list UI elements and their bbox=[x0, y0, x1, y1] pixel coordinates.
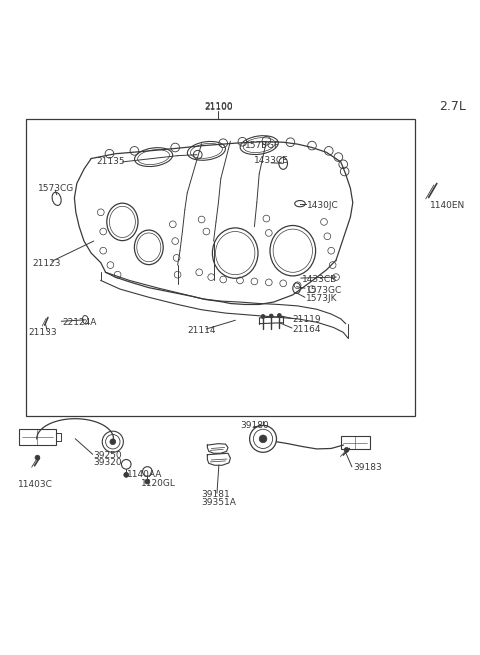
Bar bbox=[56, 433, 61, 441]
Text: 21133: 21133 bbox=[29, 328, 58, 337]
Text: 1433CE: 1433CE bbox=[254, 157, 289, 166]
Text: 21135: 21135 bbox=[96, 157, 125, 166]
Text: 39180: 39180 bbox=[240, 421, 269, 430]
Circle shape bbox=[145, 479, 150, 484]
Text: 2.7L: 2.7L bbox=[439, 100, 466, 113]
Text: 21100: 21100 bbox=[204, 102, 233, 111]
Circle shape bbox=[259, 435, 267, 443]
Circle shape bbox=[35, 455, 40, 460]
Bar bbox=[341, 436, 370, 449]
Text: 1573JK: 1573JK bbox=[306, 294, 337, 303]
Text: 21164: 21164 bbox=[293, 325, 321, 334]
Bar bbox=[26, 119, 415, 417]
Text: 1120GL: 1120GL bbox=[141, 479, 176, 489]
Text: 22124A: 22124A bbox=[62, 318, 97, 328]
Circle shape bbox=[124, 472, 129, 477]
Text: 1573GF: 1573GF bbox=[245, 141, 280, 149]
Text: 1140EN: 1140EN bbox=[430, 200, 465, 210]
Text: 21119: 21119 bbox=[293, 315, 322, 324]
Text: 21123: 21123 bbox=[33, 259, 61, 268]
Text: 39181: 39181 bbox=[202, 489, 230, 498]
Text: 11403C: 11403C bbox=[18, 480, 53, 489]
Text: 21114: 21114 bbox=[187, 326, 216, 335]
Circle shape bbox=[110, 439, 116, 445]
Circle shape bbox=[344, 447, 349, 453]
Text: 1430JC: 1430JC bbox=[307, 200, 339, 210]
Circle shape bbox=[261, 314, 265, 318]
Bar bbox=[19, 429, 56, 445]
Text: 39250: 39250 bbox=[94, 451, 122, 460]
Circle shape bbox=[269, 314, 273, 318]
Circle shape bbox=[277, 314, 281, 318]
Text: 1140AA: 1140AA bbox=[127, 470, 163, 479]
Text: 39320: 39320 bbox=[94, 458, 122, 468]
Text: 1573CG: 1573CG bbox=[38, 184, 75, 193]
Text: 21100: 21100 bbox=[204, 103, 233, 112]
Text: 39183: 39183 bbox=[353, 463, 382, 472]
Text: 39351A: 39351A bbox=[202, 498, 237, 507]
Text: 1573GC: 1573GC bbox=[306, 286, 342, 295]
Text: 1433CB: 1433CB bbox=[302, 275, 337, 284]
